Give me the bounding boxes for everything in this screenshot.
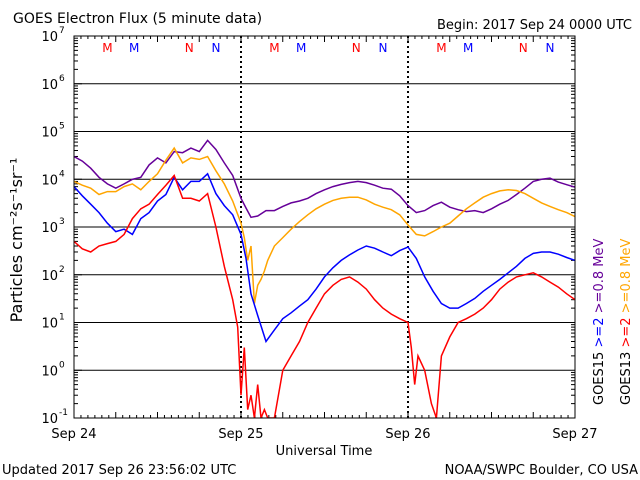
orbit-marker: M <box>436 41 446 55</box>
y-tick-label: 10 <box>41 126 58 141</box>
legend-entry: >=2 <box>619 317 634 351</box>
y-tick-label: 10 <box>41 317 58 332</box>
y-tick-exponent: 6 <box>59 74 65 84</box>
y-axis-label: Particles cm⁻²s⁻¹sr⁻¹ <box>7 158 26 323</box>
series-line <box>74 139 575 219</box>
x-tick-label: Sep 27 <box>552 427 597 442</box>
y-tick-label: 10 <box>41 78 58 93</box>
legend-entry: GOES13 <box>619 352 634 405</box>
y-tick-label: 10 <box>41 30 58 45</box>
orbit-marker: M <box>269 41 279 55</box>
orbit-marker: N <box>211 41 220 55</box>
y-tick-exponent: 7 <box>59 26 65 36</box>
orbit-marker: M <box>129 41 139 55</box>
x-axis-label: Universal Time <box>276 444 373 459</box>
legend-entry: >=0.8 MeV <box>619 239 634 318</box>
y-tick-label: 10 <box>41 173 58 188</box>
y-tick-label: 10 <box>41 364 58 379</box>
orbit-marker: N <box>519 41 528 55</box>
legend-entry: GOES15 <box>592 352 607 405</box>
plot-frame <box>73 35 576 419</box>
series-line <box>74 146 575 304</box>
orbit-marker: N <box>378 41 387 55</box>
orbit-marker: N <box>352 41 361 55</box>
legend-entry: >=0.8 MeV <box>592 239 607 318</box>
y-tick-exponent: 2 <box>59 265 65 275</box>
series-line <box>74 172 575 344</box>
y-tick-label: 10 <box>41 221 58 236</box>
y-tick-exponent: 1 <box>59 313 65 323</box>
series-line <box>74 174 575 418</box>
updated-label: Updated 2017 Sep 26 23:56:02 UTC <box>2 463 236 478</box>
y-tick-exponent: -1 <box>59 408 68 418</box>
legend-column: GOES15 >=2 >=0.8 MeV <box>592 239 607 405</box>
y-tick-exponent: 5 <box>59 122 65 132</box>
orbit-marker: N <box>185 41 194 55</box>
series-group <box>74 139 575 418</box>
begin-label: Begin: 2017 Sep 24 0000 UTC <box>437 18 632 33</box>
chart-title: GOES Electron Flux (5 minute data) <box>13 11 262 27</box>
y-tick-label: 10 <box>41 412 58 427</box>
orbit-marker: N <box>545 41 554 55</box>
x-tick-label: Sep 25 <box>218 427 263 442</box>
orbit-marker: M <box>102 41 112 55</box>
y-tick-label: 10 <box>41 269 58 284</box>
legend-entry: >=2 <box>592 317 607 351</box>
orbit-marker: M <box>463 41 473 55</box>
y-tick-exponent: 4 <box>59 169 65 179</box>
orbit-marker: M <box>296 41 306 55</box>
y-tick-exponent: 0 <box>59 360 65 370</box>
y-tick-exponent: 3 <box>59 217 65 227</box>
x-tick-label: Sep 26 <box>385 427 430 442</box>
legend-column: GOES13 >=2 >=0.8 MeV <box>619 239 634 405</box>
credit-label: NOAA/SWPC Boulder, CO USA <box>445 463 638 478</box>
x-tick-label: Sep 24 <box>51 427 96 442</box>
